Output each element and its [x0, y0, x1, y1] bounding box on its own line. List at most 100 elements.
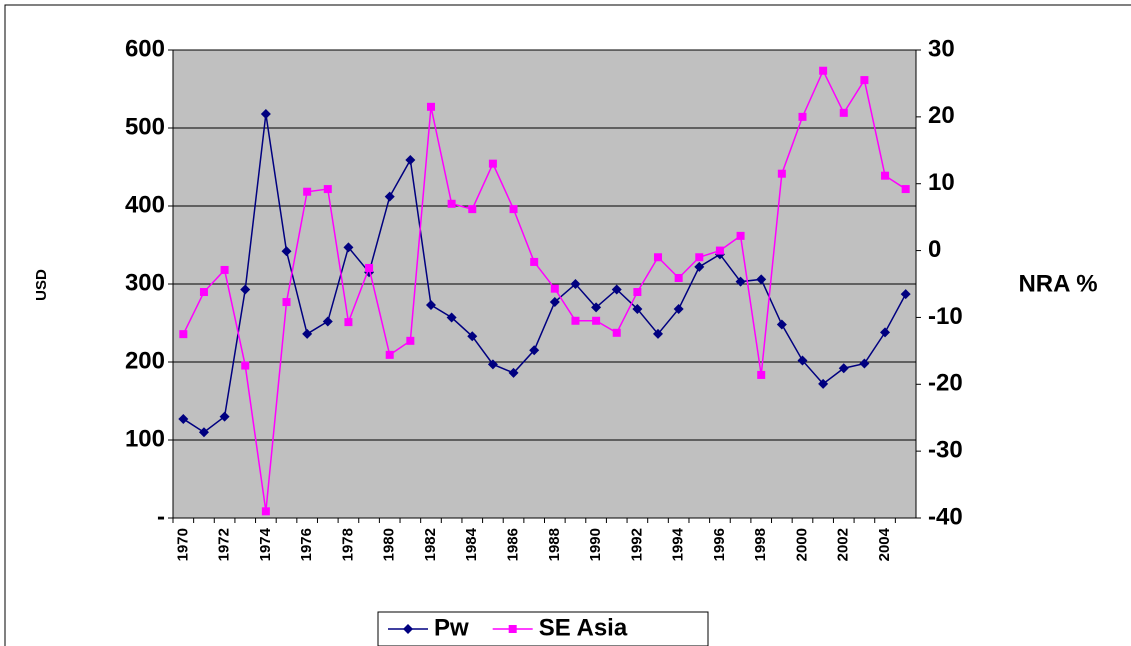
x-tick-label: 1978 — [339, 528, 356, 561]
y-tick-label: 500 — [125, 113, 165, 140]
data-point — [365, 263, 374, 272]
data-point — [240, 284, 251, 295]
data-point — [323, 185, 332, 194]
y2-tick-label: -30 — [928, 436, 963, 463]
x-tick-label: 1986 — [505, 528, 522, 561]
y2-tick-label: -10 — [928, 303, 963, 330]
data-point — [859, 358, 870, 369]
data-point — [529, 345, 540, 356]
data-point — [818, 378, 829, 389]
y-tick-label: 200 — [125, 347, 165, 374]
data-point — [632, 303, 643, 314]
x-tick-label: 1984 — [463, 527, 480, 561]
data-point — [426, 102, 435, 111]
data-point — [549, 296, 560, 307]
y-tick-label: 400 — [125, 191, 165, 218]
data-point — [487, 359, 498, 370]
legend-label: Pw — [434, 614, 469, 641]
x-tick-label: 1996 — [711, 528, 728, 561]
data-point — [344, 318, 353, 327]
data-point — [241, 361, 250, 370]
data-point — [881, 171, 890, 180]
data-point — [591, 302, 602, 313]
y-axis-label: USD — [33, 269, 50, 301]
data-point — [819, 66, 828, 75]
data-point — [178, 413, 189, 424]
data-point — [797, 355, 808, 366]
data-point — [756, 274, 767, 285]
y2-tick-label: 30 — [928, 35, 955, 62]
data-point — [673, 303, 684, 314]
data-point — [302, 328, 313, 339]
data-point — [611, 284, 622, 295]
data-point — [219, 411, 230, 422]
data-point — [281, 246, 292, 257]
y2-tick-label: 10 — [928, 169, 955, 196]
data-point — [674, 273, 683, 282]
data-point — [405, 154, 416, 165]
data-point — [592, 316, 601, 325]
data-point — [282, 298, 291, 307]
x-tick-label: 1974 — [257, 527, 274, 561]
data-point — [406, 336, 415, 345]
data-point — [860, 76, 869, 85]
data-point — [633, 288, 642, 297]
data-point — [509, 205, 518, 214]
data-point — [260, 108, 271, 119]
y-tick-label: 600 — [125, 35, 165, 62]
data-point — [776, 319, 787, 330]
x-tick-label: 2004 — [876, 527, 893, 561]
data-point — [694, 261, 705, 272]
data-point — [653, 328, 664, 339]
data-point — [303, 187, 312, 196]
y-tick-label: 100 — [125, 425, 165, 452]
series-line — [182, 113, 907, 434]
x-tick-label: 1970 — [174, 528, 191, 561]
y2-tick-label: 0 — [928, 236, 941, 263]
data-point — [198, 427, 209, 438]
x-tick-label: 2000 — [793, 528, 810, 561]
data-point — [715, 246, 724, 255]
legend-box — [377, 611, 709, 646]
data-point — [900, 289, 911, 300]
x-tick-label: 1988 — [546, 528, 563, 561]
y2-tick-label: 20 — [928, 102, 955, 129]
data-point — [385, 350, 394, 359]
data-point — [530, 257, 539, 266]
data-point — [550, 284, 559, 293]
data-point — [425, 300, 436, 311]
y2-axis-label: NRA % — [1018, 270, 1097, 297]
data-point — [901, 185, 910, 194]
legend-marker — [508, 625, 517, 633]
data-point — [838, 363, 849, 374]
x-tick-label: 1994 — [670, 527, 687, 561]
data-point — [446, 312, 457, 323]
legend-label: SE Asia — [539, 614, 628, 641]
data-point — [654, 253, 663, 262]
data-point — [839, 108, 848, 117]
data-point — [467, 331, 478, 342]
y2-tick-label: -20 — [928, 370, 963, 397]
x-tick-label: 2002 — [835, 528, 852, 561]
chart-frame — [4, 4, 1131, 646]
data-point — [261, 507, 270, 516]
x-tick-label: 1998 — [752, 528, 769, 561]
data-point — [468, 205, 477, 214]
x-tick-label: 1972 — [216, 528, 233, 561]
y-tick-label: - — [157, 503, 165, 530]
data-point — [880, 327, 891, 338]
data-point — [508, 367, 519, 378]
data-point — [571, 316, 580, 325]
legend-marker — [403, 624, 413, 634]
data-point — [220, 265, 229, 274]
data-point — [447, 199, 456, 208]
data-point — [735, 276, 746, 287]
x-tick-label: 1990 — [587, 528, 604, 561]
y2-tick-label: -40 — [928, 503, 963, 530]
data-point — [777, 169, 786, 178]
x-tick-label: 1982 — [422, 528, 439, 561]
data-point — [343, 242, 354, 253]
data-point — [695, 253, 704, 262]
data-point — [736, 231, 745, 240]
